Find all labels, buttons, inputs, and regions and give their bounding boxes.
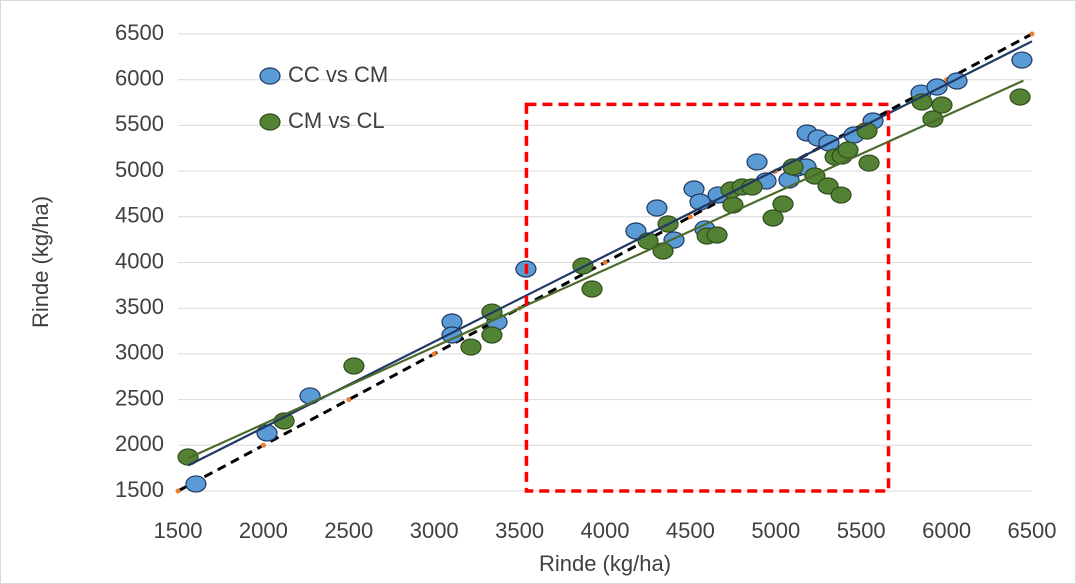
- legend-marker: [259, 113, 281, 131]
- trend-line: [187, 79, 1024, 460]
- reference-point: [260, 442, 266, 448]
- data-point: [762, 209, 784, 227]
- data-point: [581, 280, 603, 298]
- highlight-box: [524, 102, 891, 493]
- data-point: [646, 199, 668, 217]
- reference-point: [346, 397, 352, 403]
- x-tick-label: 2000: [239, 518, 288, 543]
- y-tick-label: 6500: [115, 20, 164, 45]
- data-point: [185, 475, 207, 493]
- legend-marker: [259, 67, 281, 85]
- data-point: [706, 226, 728, 244]
- y-tick-label: 4000: [115, 248, 164, 273]
- x-tick-label: 3500: [495, 518, 544, 543]
- data-point: [481, 326, 503, 344]
- y-tick-label: 4500: [115, 203, 164, 228]
- x-tick-label: 4500: [666, 518, 715, 543]
- x-tick-label: 6000: [922, 518, 971, 543]
- y-tick-label: 2000: [115, 431, 164, 456]
- legend-label: CC vs CM: [288, 62, 388, 87]
- data-point: [256, 424, 278, 442]
- legend-label: CM vs CL: [288, 108, 385, 133]
- y-tick-label: 2500: [115, 385, 164, 410]
- x-axis-title: Rinde (kg/ha): [539, 551, 671, 576]
- data-point: [830, 186, 852, 204]
- data-point: [837, 141, 859, 159]
- y-tick-label: 3500: [115, 294, 164, 319]
- x-tick-label: 4000: [581, 518, 630, 543]
- data-point: [1009, 88, 1031, 106]
- x-tick-label: 1500: [154, 518, 203, 543]
- data-point: [652, 242, 674, 260]
- x-tick-label: 5500: [837, 518, 886, 543]
- data-point: [460, 338, 482, 356]
- reference-point: [602, 260, 608, 265]
- reference-point: [431, 351, 437, 357]
- data-point: [1011, 51, 1033, 69]
- y-tick-label: 6000: [115, 66, 164, 91]
- reference-point: [1029, 31, 1035, 37]
- data-point: [858, 154, 880, 172]
- x-tick-label: 5000: [751, 518, 800, 543]
- x-tick-label: 6500: [1008, 518, 1057, 543]
- reference-point: [175, 488, 181, 494]
- data-point: [722, 196, 744, 214]
- y-tick-label: 3000: [115, 340, 164, 365]
- y-tick-label: 1500: [115, 477, 164, 502]
- y-tick-label: 5000: [115, 157, 164, 182]
- data-point: [746, 153, 768, 171]
- y-axis-title: Rinde (kg/ha): [28, 196, 53, 328]
- data-point: [772, 195, 794, 213]
- y-tick-label: 5500: [115, 111, 164, 136]
- data-point: [343, 357, 365, 375]
- data-point: [931, 96, 953, 114]
- reference-point: [687, 214, 693, 220]
- x-tick-label: 2500: [324, 518, 373, 543]
- x-tick-label: 3000: [410, 518, 459, 543]
